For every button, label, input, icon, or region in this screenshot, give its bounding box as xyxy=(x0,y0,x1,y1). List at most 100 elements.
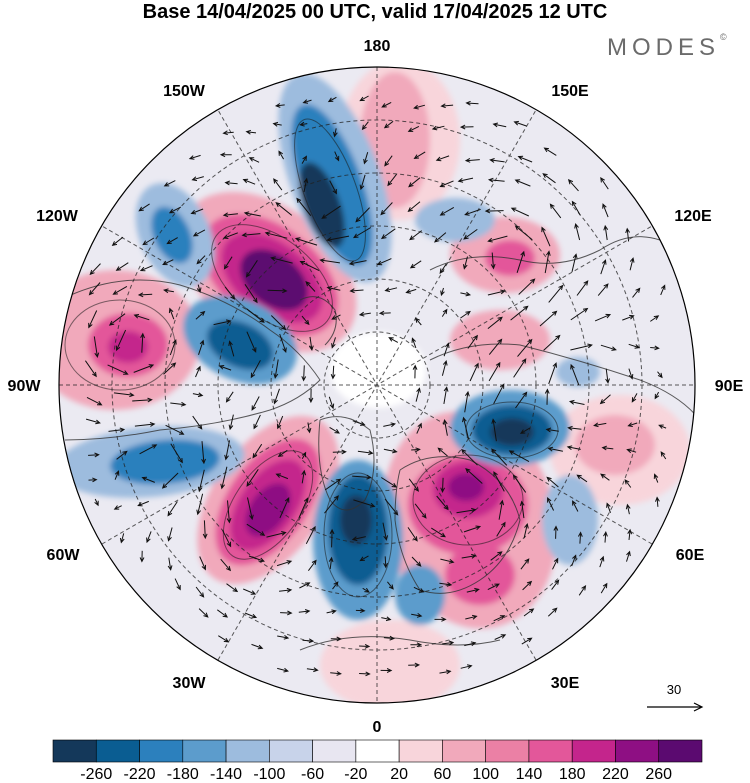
wind-vector-arrow xyxy=(195,310,206,320)
wind-vector-arrow xyxy=(517,155,533,163)
wind-vector-arrow xyxy=(512,474,527,493)
wind-vector-arrow xyxy=(508,450,530,463)
wind-vector-arrow xyxy=(228,340,235,357)
wind-vector-arrow xyxy=(264,231,288,239)
anomaly-negative-labrador-core xyxy=(110,439,220,485)
wind-vector-arrow xyxy=(493,615,506,622)
wind-vector-arrow xyxy=(546,476,559,488)
wind-vector-arrow xyxy=(541,226,551,247)
wind-vector-arrow xyxy=(600,259,607,275)
wind-vector-arrow xyxy=(548,362,557,385)
wind-vector-arrow xyxy=(407,201,421,213)
coastline-asia xyxy=(429,343,695,421)
wind-vector-arrow xyxy=(381,477,398,488)
wind-vector-arrow xyxy=(243,211,261,217)
wind-vector-arrow xyxy=(201,441,206,465)
wind-vector-arrow xyxy=(494,634,507,640)
lon-label-120e: 120E xyxy=(674,208,712,225)
wind-vector-arrow xyxy=(303,177,309,193)
wind-vector-arrow xyxy=(137,292,153,298)
wind-vector-arrow xyxy=(381,616,392,622)
anomaly-negative-iceland xyxy=(395,565,445,625)
wind-vector-arrow xyxy=(551,579,560,590)
wind-vector-arrow xyxy=(113,505,122,510)
wind-vector-arrow xyxy=(245,260,258,278)
wind-vector-arrow xyxy=(465,614,478,620)
wind-vector-arrow xyxy=(462,416,469,440)
brand-mark: © xyxy=(720,32,727,42)
wind-vector-arrow xyxy=(195,365,201,378)
wind-vector-arrow xyxy=(270,315,287,331)
wind-vector-arrow xyxy=(414,317,422,326)
anomaly-positive-central-asia-core xyxy=(575,415,655,475)
wind-vector-arrow xyxy=(86,396,103,406)
wind-vector-arrow xyxy=(220,558,232,572)
anomaly-positive-alaska-core xyxy=(240,249,308,311)
wind-vector-arrow xyxy=(625,227,631,242)
wind-vector-arrow xyxy=(224,180,238,186)
colorbar-swatch xyxy=(528,739,573,763)
graticule xyxy=(59,67,695,703)
wind-vector-arrow xyxy=(547,497,555,511)
wind-vector-arrow xyxy=(488,338,503,355)
wind-vector-arrow xyxy=(252,443,263,459)
wind-vector-arrow xyxy=(224,440,230,461)
wind-vector-arrow xyxy=(496,521,506,537)
wind-vector-arrow xyxy=(88,452,100,458)
wind-vector-arrow xyxy=(570,307,589,321)
wind-vector-arrow xyxy=(242,178,256,185)
wind-vector-arrow xyxy=(299,261,320,272)
lon-label-30w: 30W xyxy=(173,675,207,692)
wind-vector-arrow xyxy=(603,224,609,241)
wind-vector-arrow xyxy=(574,222,581,241)
wind-vector-arrow xyxy=(600,582,608,594)
wind-vector-arrow xyxy=(116,450,128,460)
wind-vector-arrow xyxy=(294,237,318,246)
wind-vector-arrow xyxy=(484,208,504,214)
wind-vector-arrow xyxy=(628,368,634,380)
colorbar-tick-label: -260 xyxy=(80,766,112,783)
map-disc xyxy=(59,67,695,703)
lon-label-60e: 60E xyxy=(676,547,705,564)
wind-vector-arrow xyxy=(460,291,472,297)
colorbar-tick-label: -140 xyxy=(210,766,242,783)
wind-vector-arrow xyxy=(220,466,228,490)
wind-vector-arrow xyxy=(163,180,176,187)
wind-vector-arrow xyxy=(380,668,393,673)
wind-vector-arrow xyxy=(521,637,533,645)
longitude-labels: 180 150W 150E 120W 120E 90W 90E 60W 60E … xyxy=(8,38,744,736)
lon-label-150w: 150W xyxy=(163,83,206,100)
wind-vector-arrow xyxy=(351,536,366,542)
wind-vector-arrow xyxy=(168,206,182,214)
wind-vector-arrow xyxy=(352,227,372,239)
wind-vector-arrow xyxy=(301,155,307,164)
wind-vector-arrow xyxy=(519,500,525,519)
wind-vector-arrow xyxy=(305,525,316,545)
lon-label-90w: 90W xyxy=(8,378,42,395)
wind-vector-arrow xyxy=(276,560,293,567)
wind-vector-arrow xyxy=(359,671,371,677)
wind-vector-arrow xyxy=(599,394,611,405)
wind-vector-arrow xyxy=(413,151,426,159)
wind-vector-arrow xyxy=(465,468,483,484)
wind-vector-arrow xyxy=(388,337,399,343)
wind-vector-arrow xyxy=(329,528,335,548)
wind-vector-arrow xyxy=(108,427,126,433)
wind-vector-arrow xyxy=(355,207,370,223)
wind-vector-arrow xyxy=(570,343,593,351)
wind-vector-arrow xyxy=(655,496,660,507)
wind-vector-arrow xyxy=(250,360,261,379)
wind-vector-arrow xyxy=(520,558,530,570)
lon-label-120w: 120W xyxy=(36,208,79,225)
wind-vector-arrow xyxy=(329,426,340,434)
wind-vector-arrow xyxy=(460,664,473,669)
wind-vector-arrow xyxy=(267,288,288,294)
wind-vector-arrow xyxy=(441,359,448,376)
wind-vector-arrow xyxy=(384,155,393,167)
wind-vector-arrow xyxy=(463,228,478,240)
wind-vector-arrow xyxy=(515,391,528,409)
wind-vector-arrow xyxy=(88,310,98,329)
wind-vector-arrow xyxy=(523,608,535,617)
map-border xyxy=(58,66,696,704)
wind-vector-arrow xyxy=(654,391,660,400)
